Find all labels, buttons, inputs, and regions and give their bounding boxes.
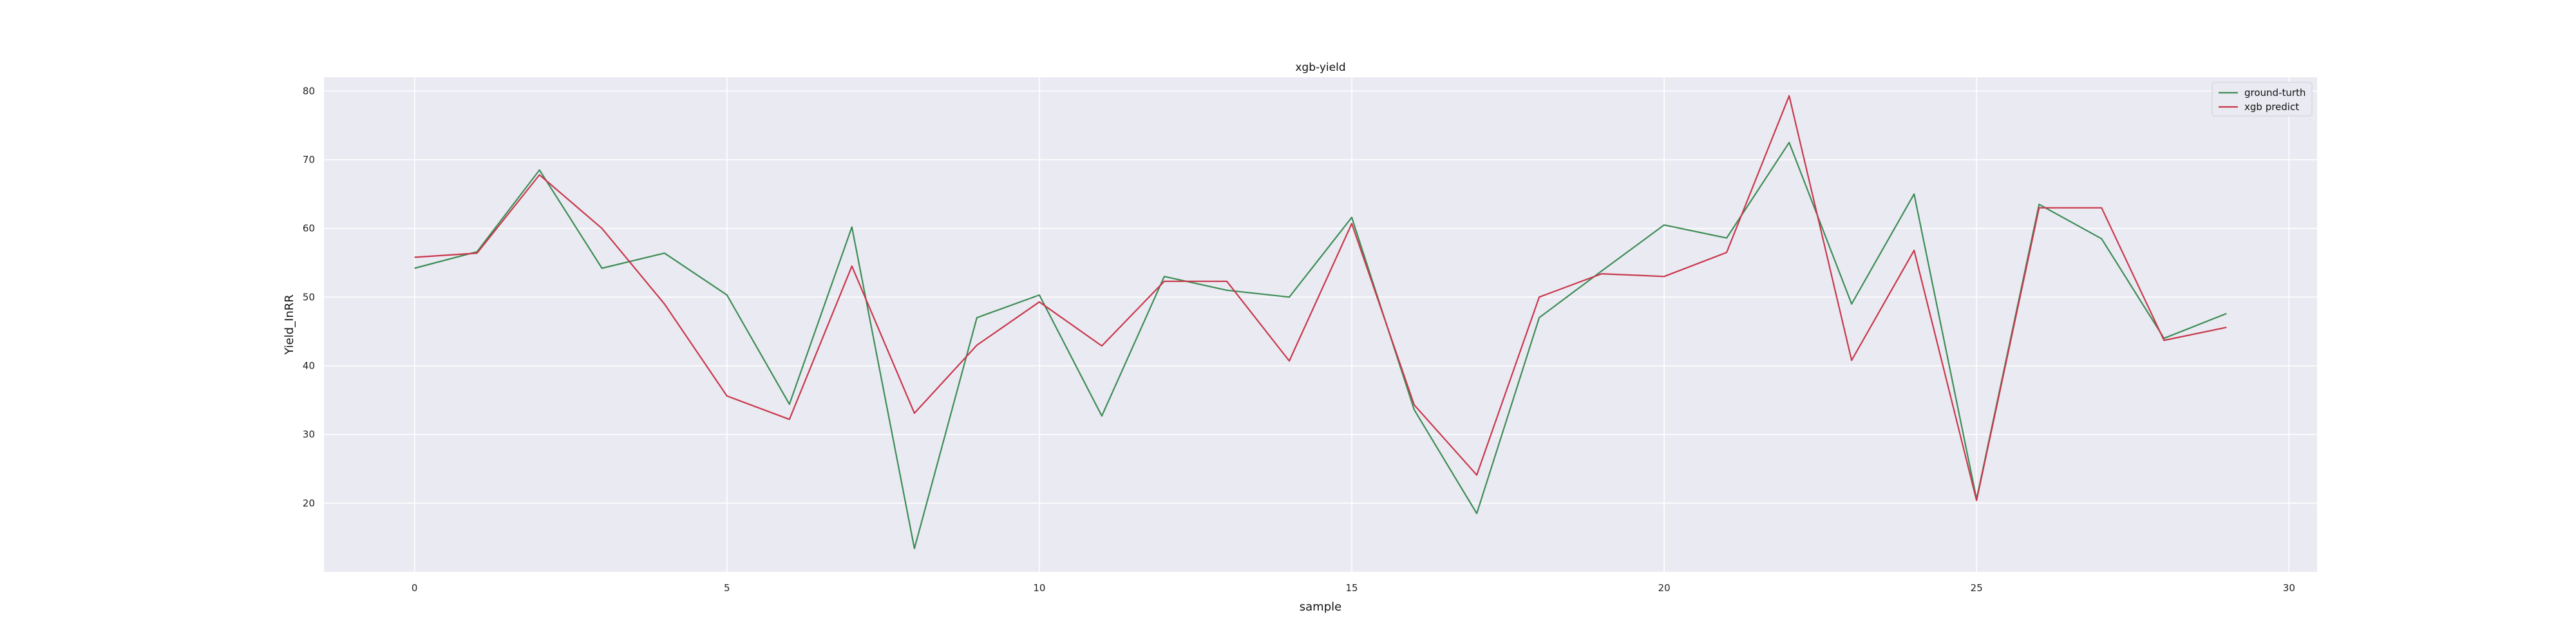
y-tick-label: 30 <box>303 429 315 440</box>
y-tick-labels: 20 30 40 50 60 70 80 <box>303 85 315 509</box>
series-line-ground-turth <box>414 142 2227 549</box>
series-line-xgb-predict <box>414 95 2227 502</box>
y-tick-label: 50 <box>303 291 315 303</box>
series-lines <box>414 95 2227 549</box>
grid-lines <box>324 77 2317 572</box>
x-tick-label: 10 <box>1033 582 1045 594</box>
x-axis-title: sample <box>1300 600 1341 614</box>
y-tick-label: 20 <box>303 497 315 509</box>
y-tick-label: 60 <box>303 223 315 234</box>
y-tick-label: 70 <box>303 154 315 166</box>
x-tick-label: 0 <box>412 582 418 594</box>
legend: ground-turth xgb predict <box>2211 82 2313 117</box>
legend-label: xgb predict <box>2244 101 2299 113</box>
chart-title: xgb-yield <box>1295 61 1345 74</box>
legend-label: ground-turth <box>2244 87 2306 99</box>
x-tick-labels: 0 5 10 15 20 25 30 <box>412 582 2295 594</box>
x-tick-label: 30 <box>2283 582 2295 594</box>
x-tick-label: 25 <box>1971 582 1983 594</box>
x-tick-label: 15 <box>1345 582 1358 594</box>
y-axis-title: Yield_InRR <box>283 294 296 355</box>
y-tick-label: 80 <box>303 85 315 97</box>
y-tick-label: 40 <box>303 360 315 372</box>
x-tick-label: 20 <box>1658 582 1671 594</box>
x-tick-label: 5 <box>724 582 730 594</box>
plot-background <box>324 77 2317 572</box>
